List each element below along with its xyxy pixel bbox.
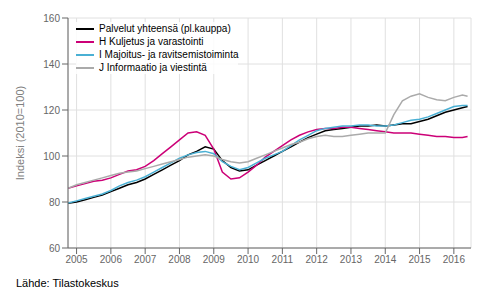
svg-text:2011: 2011 <box>272 254 294 265</box>
html-text:Lähde: Tilastokeskus: Lähde: Tilastokeskus <box>16 277 119 289</box>
svg-text:2012: 2012 <box>306 254 329 265</box>
svg-text:2016: 2016 <box>443 254 466 265</box>
svg-text:2010: 2010 <box>237 254 260 265</box>
svg-text:2005: 2005 <box>65 254 88 265</box>
svg-text:2006: 2006 <box>100 254 123 265</box>
svg-text:2013: 2013 <box>340 254 363 265</box>
svg-text:160: 160 <box>43 13 60 24</box>
html-text:Palvelut yhteensä (pl.kauppa): Palvelut yhteensä (pl.kauppa) <box>99 23 231 34</box>
svg-text:2007: 2007 <box>134 254 157 265</box>
svg-text:2015: 2015 <box>408 254 431 265</box>
svg-text:2008: 2008 <box>168 254 191 265</box>
svg-text:60: 60 <box>49 243 61 254</box>
svg-text:140: 140 <box>43 59 60 70</box>
svg-text:100: 100 <box>43 151 60 162</box>
svg-text:80: 80 <box>49 197 61 208</box>
svg-text:2014: 2014 <box>374 254 397 265</box>
svg-text:Indeksi (2010=100): Indeksi (2010=100) <box>14 86 26 180</box>
svg-text:2009: 2009 <box>203 254 226 265</box>
html-text:I Majoitus- ja ravitsemistoimi: I Majoitus- ja ravitsemistoiminta <box>99 49 239 60</box>
html-text:J Informaatio ja viestintä: J Informaatio ja viestintä <box>99 62 207 73</box>
svg-text:120: 120 <box>43 105 60 116</box>
html-text:H Kuljetus ja varastointi: H Kuljetus ja varastointi <box>99 36 204 47</box>
